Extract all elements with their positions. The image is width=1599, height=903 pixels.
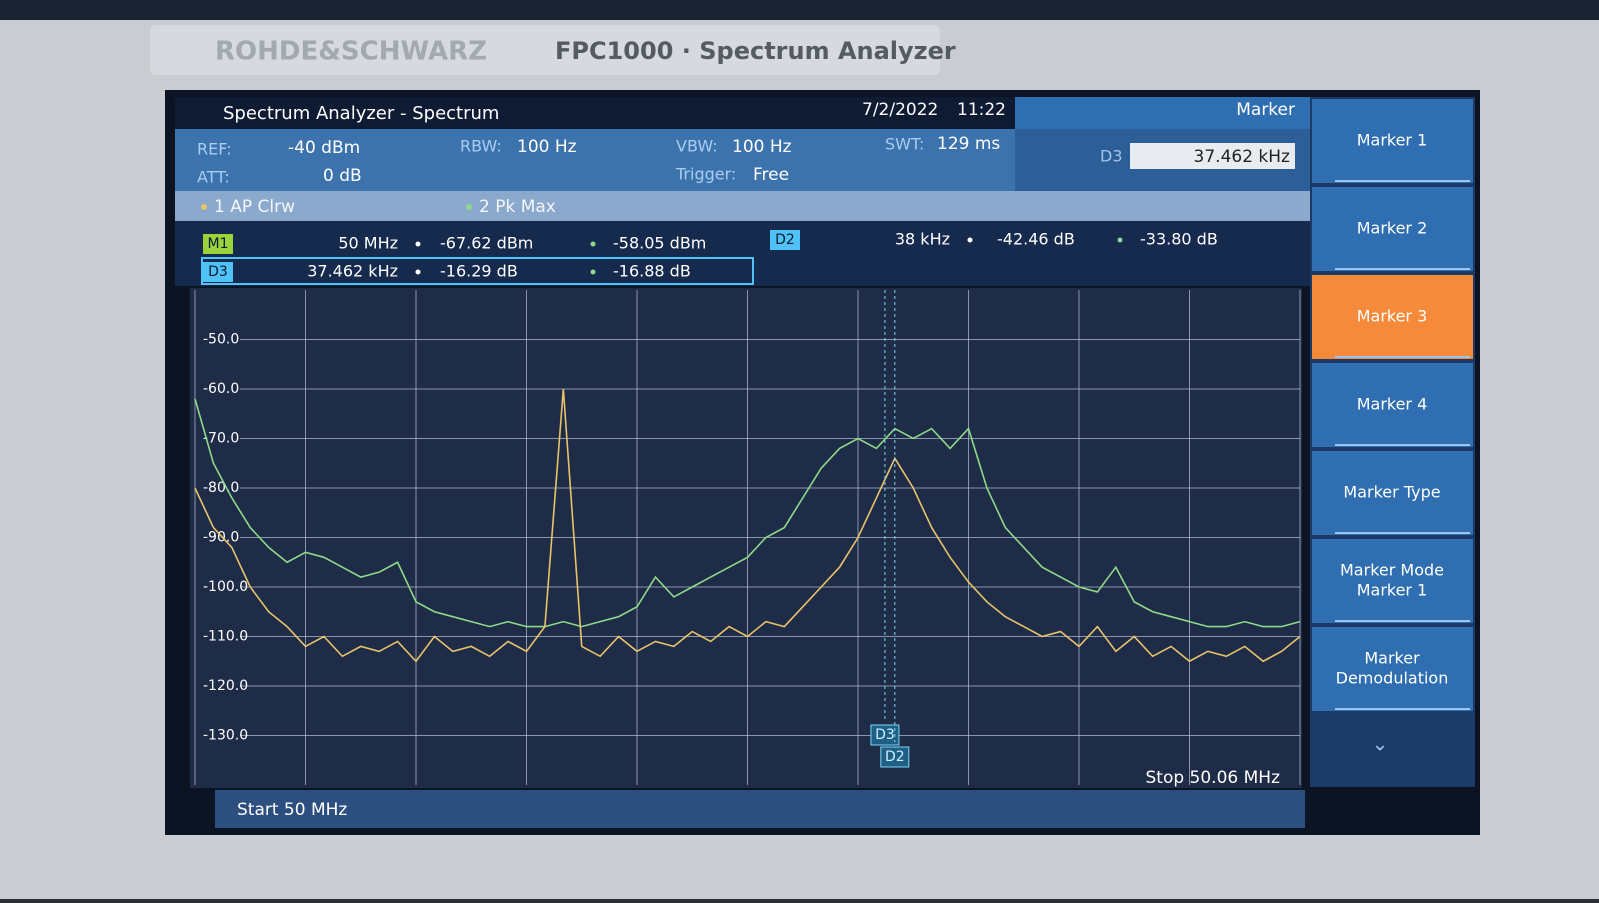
date: 7/2/2022 bbox=[862, 100, 938, 120]
legend-dot bbox=[466, 204, 472, 210]
setting-value: 100 Hz bbox=[517, 137, 577, 157]
trace-dot bbox=[590, 241, 596, 247]
brand: ROHDE&SCHWARZ bbox=[215, 37, 487, 67]
softkey-label[interactable]: Marker Type bbox=[1343, 483, 1440, 502]
softkey-label[interactable]: Demodulation bbox=[1336, 669, 1449, 688]
legend-entry: 1 AP Clrw bbox=[214, 197, 295, 217]
setting-label: ATT: bbox=[197, 168, 230, 187]
softkey[interactable] bbox=[1312, 451, 1473, 535]
softkey-label[interactable]: Marker 4 bbox=[1357, 395, 1428, 414]
trace bbox=[194, 398, 1301, 628]
settings-area bbox=[175, 129, 1015, 191]
marker-tag bbox=[203, 234, 233, 254]
marker-position: 38 kHz bbox=[895, 230, 950, 249]
marker-input-box[interactable] bbox=[1130, 143, 1295, 169]
setting-value: 100 Hz bbox=[732, 137, 792, 157]
marker-flag bbox=[880, 746, 910, 768]
device-label-plate bbox=[150, 25, 940, 75]
trace-dot bbox=[590, 269, 596, 275]
marker-position: 50 MHz bbox=[338, 234, 398, 253]
softkey[interactable] bbox=[1312, 627, 1473, 711]
trace-dot bbox=[415, 269, 421, 275]
setting-value: 129 ms bbox=[937, 134, 1000, 154]
marker-flag-label: D2 bbox=[885, 749, 905, 765]
trace-legend-bar bbox=[175, 191, 1310, 221]
softkey-label[interactable]: Marker 2 bbox=[1357, 219, 1428, 238]
y-tick-label: -110.0 bbox=[203, 629, 248, 645]
marker-position: 37.462 kHz bbox=[307, 262, 398, 281]
marker-id: M1 bbox=[208, 236, 229, 252]
trace-dot bbox=[415, 241, 421, 247]
marker-input-label: D3 bbox=[1100, 147, 1123, 166]
time: 11:22 bbox=[957, 100, 1006, 120]
softkey-label[interactable]: Marker bbox=[1364, 649, 1420, 668]
softkey[interactable] bbox=[1312, 275, 1473, 359]
bezel-top bbox=[0, 0, 1599, 20]
panel-title-bar bbox=[1015, 97, 1310, 129]
setting-label: SWT: bbox=[885, 135, 924, 154]
setting-label: RBW: bbox=[460, 137, 502, 156]
y-tick-label: -130.0 bbox=[203, 728, 248, 744]
y-tick-label: -70.0 bbox=[203, 431, 239, 447]
panel-title: Marker bbox=[1236, 100, 1295, 120]
window-title: Spectrum Analyzer - Spectrum bbox=[223, 103, 499, 124]
legend-dot bbox=[201, 204, 207, 210]
legend-entry: 2 Pk Max bbox=[479, 197, 556, 217]
marker-trace2-value: -58.05 dBm bbox=[613, 234, 706, 253]
marker-flag bbox=[870, 724, 900, 746]
softkey-label[interactable]: Marker Mode bbox=[1340, 561, 1444, 580]
setting-label: VBW: bbox=[676, 137, 718, 156]
trace-dot bbox=[1117, 237, 1123, 243]
title-bar bbox=[175, 97, 1015, 129]
softkey-label[interactable]: Marker 1 bbox=[1357, 131, 1428, 150]
marker-flag-label: D3 bbox=[875, 727, 895, 743]
marker-id: D3 bbox=[208, 264, 228, 280]
marker-trace1-value: -67.62 dBm bbox=[440, 234, 533, 253]
softkey-label[interactable]: Marker 1 bbox=[1357, 581, 1428, 600]
marker-trace1-value: -16.29 dB bbox=[440, 262, 518, 281]
setting-label: REF: bbox=[197, 140, 232, 159]
y-tick-label: -80.0 bbox=[203, 480, 239, 496]
active-marker-row bbox=[201, 257, 754, 285]
setting-value: Free bbox=[753, 165, 789, 185]
marker-id: D2 bbox=[775, 232, 795, 248]
y-tick-label: -100.0 bbox=[203, 579, 248, 595]
y-tick-label: -120.0 bbox=[203, 678, 248, 694]
start-label: Start 50 MHz bbox=[237, 800, 347, 820]
marker-trace2-value: -33.80 dB bbox=[1140, 230, 1218, 249]
softkey[interactable] bbox=[1312, 99, 1473, 183]
marker-table bbox=[175, 221, 1310, 286]
more-arrow: ⌄ bbox=[1372, 732, 1389, 756]
model: FPC1000 · Spectrum Analyzer bbox=[555, 37, 956, 65]
softkey-label[interactable]: Marker 3 bbox=[1357, 307, 1428, 326]
setting-label: Trigger: bbox=[675, 165, 736, 184]
y-tick-label: -60.0 bbox=[203, 381, 239, 397]
setting-value: 0 dB bbox=[323, 166, 362, 186]
y-tick-label: -50.0 bbox=[203, 332, 239, 348]
marker-trace2-value: -16.88 dB bbox=[613, 262, 691, 281]
marker-tag bbox=[770, 230, 800, 250]
softkey[interactable] bbox=[1312, 363, 1473, 447]
marker-tag bbox=[203, 262, 233, 282]
y-tick-label: -90.0 bbox=[203, 530, 239, 546]
softkey[interactable] bbox=[1312, 187, 1473, 271]
trace bbox=[194, 388, 1301, 663]
x-info-bar bbox=[215, 790, 1305, 828]
trace-dot bbox=[967, 237, 973, 243]
marker-input-value[interactable]: 37.462 kHz bbox=[1194, 147, 1291, 167]
setting-value: -40 dBm bbox=[288, 138, 360, 158]
marker-trace1-value: -42.46 dB bbox=[997, 230, 1075, 249]
softkey[interactable] bbox=[1312, 539, 1473, 623]
stop-label: Stop 50.06 MHz bbox=[1146, 768, 1281, 788]
